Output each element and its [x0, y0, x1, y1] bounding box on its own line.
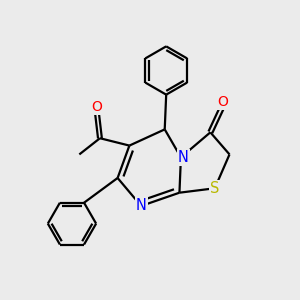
Text: O: O	[91, 100, 102, 114]
Text: S: S	[210, 181, 220, 196]
Text: N: N	[178, 150, 189, 165]
Text: O: O	[218, 95, 228, 109]
Text: N: N	[136, 198, 147, 213]
